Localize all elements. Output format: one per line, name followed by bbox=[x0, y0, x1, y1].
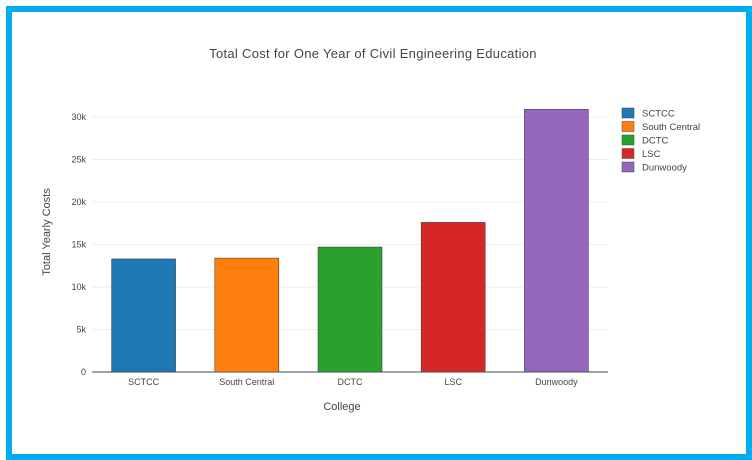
legend-swatch bbox=[621, 121, 635, 132]
legend-item[interactable]: DCTC bbox=[621, 134, 669, 147]
y-tick-label: 10k bbox=[71, 282, 86, 292]
legend-label: DCTC bbox=[642, 136, 669, 147]
legend-label: SCTCC bbox=[642, 109, 675, 120]
y-axis-title: Total Yearly Costs bbox=[41, 188, 53, 276]
legend-swatch bbox=[621, 134, 635, 146]
chart-title: Total Cost for One Year of Civil Enginee… bbox=[209, 46, 537, 61]
x-tick-label: LSC bbox=[444, 377, 462, 387]
bar-sctcc[interactable] bbox=[111, 258, 176, 373]
y-tick-label: 25k bbox=[71, 155, 86, 165]
bar-dctc[interactable] bbox=[317, 246, 383, 373]
legend-label: South Central bbox=[642, 122, 700, 133]
y-tick-label: 15k bbox=[71, 240, 86, 250]
bar-dunwoody[interactable] bbox=[524, 109, 589, 373]
y-tick-label: 5k bbox=[76, 325, 86, 335]
legend-swatch bbox=[621, 107, 635, 119]
legend-label: LSC bbox=[642, 149, 661, 160]
legend-item[interactable]: Dunwoody bbox=[621, 161, 687, 174]
legend-label: Dunwoody bbox=[642, 163, 687, 174]
y-tick-label: 0 bbox=[81, 367, 86, 377]
x-axis-title: College bbox=[323, 401, 360, 413]
y-tick-label: 20k bbox=[71, 197, 86, 207]
x-tick-label: Dunwoody bbox=[535, 377, 578, 387]
legend-swatch bbox=[621, 148, 635, 159]
x-tick-label: DCTC bbox=[338, 377, 363, 387]
bar-south-central[interactable] bbox=[214, 257, 280, 373]
x-tick-label: South Central bbox=[219, 377, 274, 387]
legend-item[interactable]: LSC bbox=[621, 148, 661, 161]
legend-item[interactable]: South Central bbox=[621, 121, 700, 134]
chart-frame: Total Cost for One Year of Civil Enginee… bbox=[6, 6, 752, 460]
y-tick-label: 30k bbox=[71, 112, 86, 122]
bar-chart: Total Cost for One Year of Civil Enginee… bbox=[41, 46, 700, 413]
legend-item[interactable]: SCTCC bbox=[621, 107, 675, 120]
x-tick-label: SCTCC bbox=[128, 377, 159, 387]
legend-swatch bbox=[621, 161, 635, 173]
bar-lsc[interactable] bbox=[420, 222, 486, 373]
